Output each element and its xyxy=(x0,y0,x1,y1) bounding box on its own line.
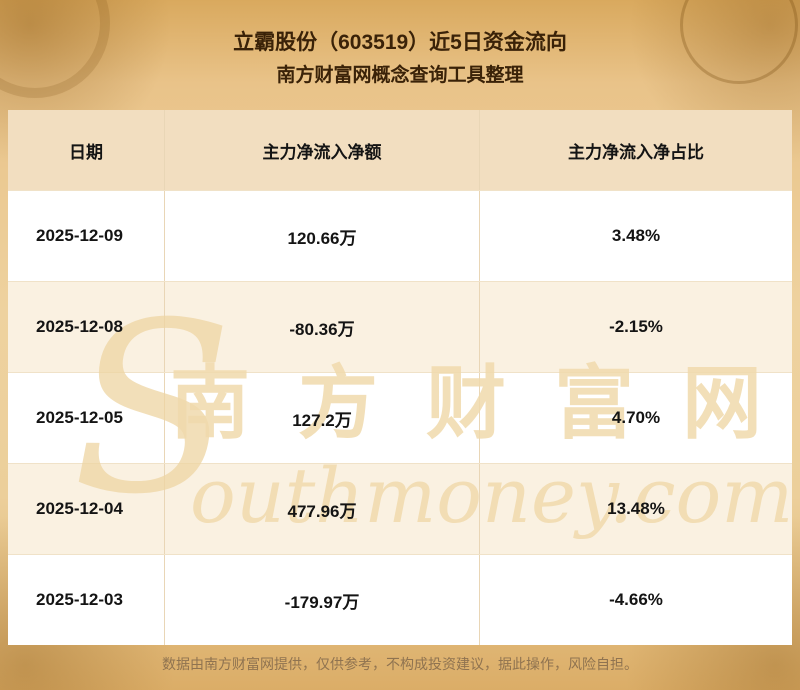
net-inflow-ratio-cell: 4.70% xyxy=(611,408,661,427)
date-cell: 2025-12-05 xyxy=(8,373,165,463)
net-inflow-cell: -80.36万 xyxy=(165,282,480,372)
table-row: 2025-12-08 -80.36万 -2.15% xyxy=(8,281,792,372)
table-header-row: 日期 主力净流入净额 主力净流入净占比 xyxy=(8,110,792,190)
net-inflow-ratio-cell: 3.48% xyxy=(611,226,661,245)
net-inflow-cell: 477.96万 xyxy=(165,464,480,554)
net-inflow-ratio-cell: -2.15% xyxy=(609,317,663,336)
date-cell: 2025-12-04 xyxy=(8,464,165,554)
table-row: 2025-12-05 127.2万 4.70% xyxy=(8,372,792,463)
page-title: 立霸股份（603519）近5日资金流向 xyxy=(233,31,567,54)
table-row: 2025-12-09 120.66万 3.48% xyxy=(8,190,792,281)
date-cell: 2025-12-08 xyxy=(8,282,165,372)
column-header-net-inflow-ratio: 主力净流入净占比 xyxy=(568,142,704,162)
net-inflow-cell: -179.97万 xyxy=(165,555,480,645)
table-row: 2025-12-03 -179.97万 -4.66% xyxy=(8,554,792,645)
table-row: 2025-12-04 477.96万 13.48% xyxy=(8,463,792,554)
net-inflow-ratio-cell: -4.66% xyxy=(609,590,663,609)
date-cell: 2025-12-09 xyxy=(8,191,165,281)
disclaimer-text: 数据由南方财富网提供，仅供参考，不构成投资建议，据此操作，风险自担。 xyxy=(162,656,638,672)
fund-flow-table: 日期 主力净流入净额 主力净流入净占比 2025-12-09 120.66万 3… xyxy=(8,110,792,645)
net-inflow-ratio-cell: 13.48% xyxy=(607,499,665,518)
net-inflow-cell: 120.66万 xyxy=(165,191,480,281)
column-header-net-inflow: 主力净流入净额 xyxy=(165,110,480,190)
column-header-date: 日期 xyxy=(8,110,165,190)
date-cell: 2025-12-03 xyxy=(8,555,165,645)
net-inflow-cell: 127.2万 xyxy=(165,373,480,463)
page-subtitle: 南方财富网概念查询工具整理 xyxy=(276,65,524,86)
